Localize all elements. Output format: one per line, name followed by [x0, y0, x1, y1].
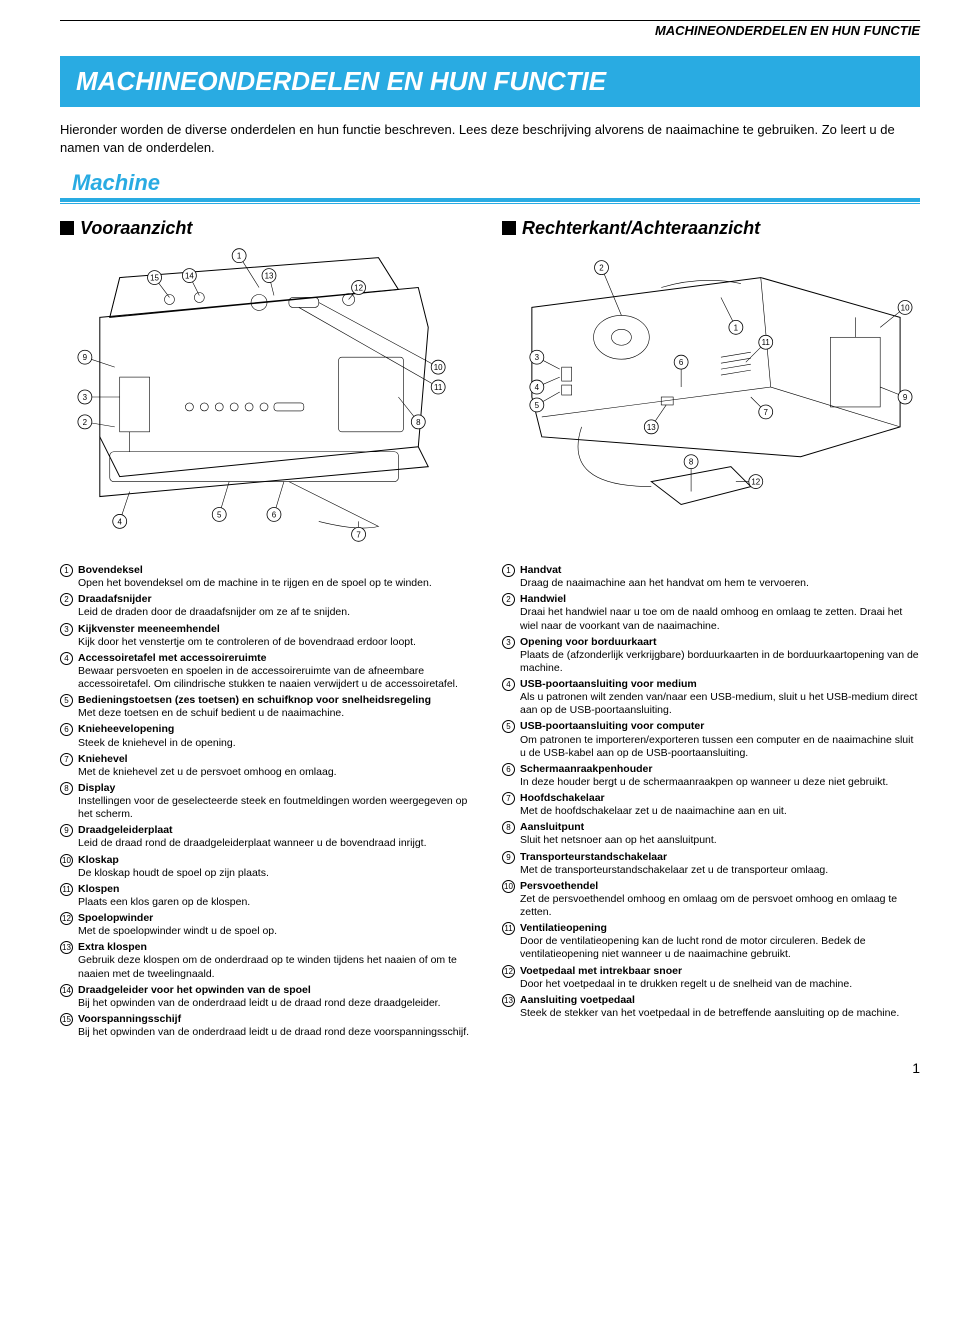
- right-subheading-text: Rechterkant/Achteraanzicht: [522, 218, 760, 238]
- header-rule: [60, 20, 920, 21]
- svg-text:11: 11: [434, 383, 443, 392]
- svg-text:2: 2: [83, 418, 88, 427]
- left-subheading-text: Vooraanzicht: [80, 218, 192, 238]
- right-subheading: Rechterkant/Achteraanzicht: [502, 218, 920, 239]
- legend-left: 1BovendekselOpen het bovendeksel om de m…: [60, 564, 478, 1039]
- legend-item: 10KloskapDe kloskap houdt de spoel op zi…: [60, 854, 478, 880]
- svg-text:2: 2: [599, 264, 604, 273]
- legend-item: 9DraadgeleiderplaatLeid de draad rond de…: [60, 824, 478, 850]
- left-subheading: Vooraanzicht: [60, 218, 478, 239]
- legend-item: 3Opening voor borduurkaartPlaats de (afz…: [502, 636, 920, 675]
- legend-item: 9TransporteurstandschakelaarMet de trans…: [502, 851, 920, 877]
- legend-item: 8AansluitpuntSluit het netsnoer aan op h…: [502, 821, 920, 847]
- page-title: MACHINEONDERDELEN EN HUN FUNCTIE: [60, 56, 920, 107]
- legend-right: 1HandvatDraag de naaimachine aan het han…: [502, 564, 920, 1020]
- legend-item: 4Accessoiretafel met accessoireruimteBew…: [60, 652, 478, 691]
- front-view-diagram: 123456789101112131415: [60, 247, 478, 547]
- legend-item: 13Extra klospenGebruik deze klospen om d…: [60, 941, 478, 980]
- legend-item: 6KnieheevelopeningSteek de kniehevel in …: [60, 723, 478, 749]
- svg-text:13: 13: [647, 423, 656, 432]
- svg-text:7: 7: [764, 408, 769, 417]
- svg-text:8: 8: [416, 418, 421, 427]
- legend-row: 1BovendekselOpen het bovendeksel om de m…: [60, 564, 920, 1042]
- svg-text:9: 9: [83, 353, 88, 362]
- legend-item: 5USB-poortaansluiting voor computerOm pa…: [502, 720, 920, 759]
- svg-text:6: 6: [272, 511, 277, 520]
- legend-item: 10PersvoethendelZet de persvoethendel om…: [502, 880, 920, 919]
- svg-text:1: 1: [734, 323, 739, 332]
- legend-item: 13Aansluiting voetpedaalSteek de stekker…: [502, 994, 920, 1020]
- section-rule: [60, 198, 920, 204]
- svg-text:3: 3: [535, 353, 540, 362]
- svg-text:3: 3: [83, 393, 88, 402]
- svg-text:8: 8: [689, 458, 694, 467]
- legend-item: 5Bedieningstoetsen (zes toetsen) en schu…: [60, 694, 478, 720]
- svg-text:7: 7: [356, 530, 361, 539]
- svg-text:13: 13: [265, 272, 274, 281]
- page-number: 1: [60, 1060, 920, 1076]
- svg-text:14: 14: [185, 272, 194, 281]
- legend-item: 12Voetpedaal met intrekbaar snoerDoor he…: [502, 965, 920, 991]
- legend-item: 1BovendekselOpen het bovendeksel om de m…: [60, 564, 478, 590]
- section-heading: Machine: [72, 170, 920, 196]
- svg-text:11: 11: [762, 338, 771, 347]
- svg-text:9: 9: [903, 393, 908, 402]
- legend-item: 4USB-poortaansluiting voor mediumAls u p…: [502, 678, 920, 717]
- legend-item: 12SpoelopwinderMet de spoelopwinder wind…: [60, 912, 478, 938]
- legend-item: 1HandvatDraag de naaimachine aan het han…: [502, 564, 920, 590]
- legend-item: 8DisplayInstellingen voor de geselecteer…: [60, 782, 478, 821]
- legend-item: 7KniehevelMet de kniehevel zet u de pers…: [60, 753, 478, 779]
- svg-text:10: 10: [434, 363, 443, 372]
- running-header: MACHINEONDERDELEN EN HUN FUNCTIE: [60, 23, 920, 38]
- svg-text:4: 4: [117, 517, 122, 526]
- intro-paragraph: Hieronder worden de diverse onderdelen e…: [60, 121, 920, 156]
- svg-text:4: 4: [535, 383, 540, 392]
- svg-text:5: 5: [217, 511, 222, 520]
- svg-text:1: 1: [237, 252, 242, 261]
- svg-text:6: 6: [679, 358, 684, 367]
- legend-item: 15VoorspanningsschijfBij het opwinden va…: [60, 1013, 478, 1039]
- legend-item: 14Draadgeleider voor het opwinden van de…: [60, 984, 478, 1010]
- svg-text:15: 15: [150, 274, 159, 283]
- legend-item: 11KlospenPlaats een klos garen op de klo…: [60, 883, 478, 909]
- rear-view-diagram: 12345678910111213: [502, 247, 920, 547]
- diagram-row: Vooraanzicht: [60, 218, 920, 564]
- svg-text:5: 5: [535, 401, 540, 410]
- svg-text:12: 12: [751, 478, 760, 487]
- legend-item: 7HoofdschakelaarMet de hoofdschakelaar z…: [502, 792, 920, 818]
- svg-text:12: 12: [354, 284, 363, 293]
- legend-item: 3Kijkvenster meeneemhendelKijk door het …: [60, 623, 478, 649]
- legend-item: 6SchermaanraakpenhouderIn deze houder be…: [502, 763, 920, 789]
- legend-item: 11VentilatieopeningDoor de ventilatieope…: [502, 922, 920, 961]
- legend-item: 2HandwielDraai het handwiel naar u toe o…: [502, 593, 920, 632]
- svg-text:10: 10: [901, 304, 910, 313]
- legend-item: 2DraadafsnijderLeid de draden door de dr…: [60, 593, 478, 619]
